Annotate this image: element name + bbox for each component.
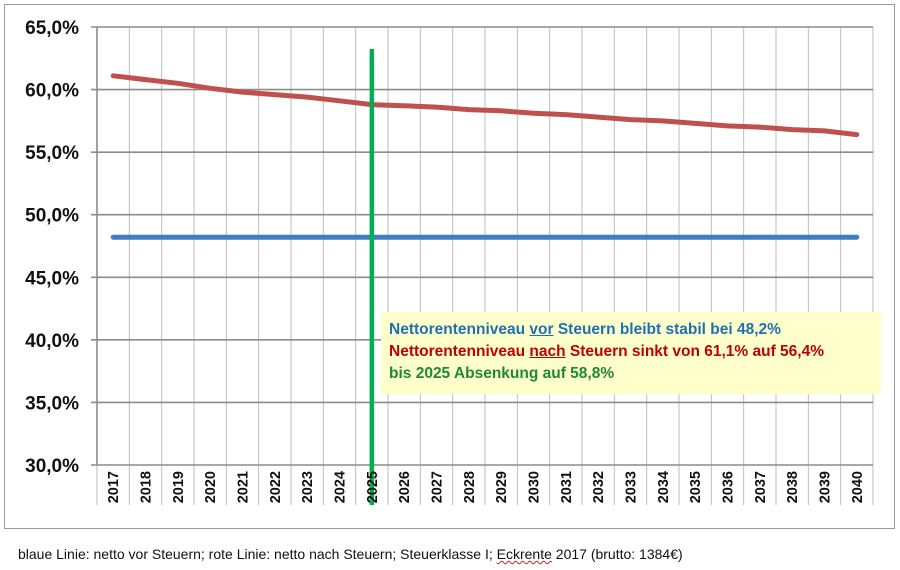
annotation-text: Steuern sinkt von 61,1% auf 56,4% bbox=[565, 343, 825, 360]
x-tick-label: 2030 bbox=[527, 471, 543, 503]
x-tick-label: 2022 bbox=[268, 471, 284, 503]
x-tick-label: 2026 bbox=[397, 471, 413, 503]
annotation-emphasis: vor bbox=[529, 321, 554, 338]
x-tick-label: 2038 bbox=[785, 471, 801, 503]
x-tick-labels: 2017 2018 2019 2020 2021 2022 2023 2024 2025 2026… bbox=[106, 471, 866, 503]
x-tick-label: 2036 bbox=[721, 471, 737, 503]
x-tick-label: 2018 bbox=[139, 471, 155, 503]
x-tick-label: 2039 bbox=[818, 471, 834, 503]
x-tick-label: 2020 bbox=[203, 471, 219, 503]
series-group bbox=[110, 73, 860, 240]
figure-caption: blaue Linie: netto vor Steuern; rote Lin… bbox=[18, 546, 683, 562]
x-tick-label: 2023 bbox=[300, 471, 316, 503]
annotation-text: bis 2025 Absenkung auf 58,8% bbox=[389, 365, 615, 382]
x-tick-label: 2035 bbox=[688, 471, 704, 503]
annotation-box: Nettorentenniveau vor Steuern bleibt sta… bbox=[381, 312, 881, 394]
y-tick-label: 35,0% bbox=[25, 393, 79, 414]
x-tick-label: 2017 bbox=[106, 471, 122, 503]
x-tick-label: 2037 bbox=[753, 471, 769, 503]
annotation-line-pre-tax: Nettorentenniveau vor Steuern bleibt sta… bbox=[389, 319, 873, 341]
x-tick-label: 2024 bbox=[333, 471, 349, 503]
caption-text: blaue Linie: netto vor Steuern; rote Lin… bbox=[18, 546, 497, 562]
line-chart: 30,0% 35,0% 40,0% 45,0% 50,0% 55,0% 60,0% 65,0%… bbox=[25, 18, 874, 505]
x-tick-label: 2034 bbox=[656, 471, 672, 503]
annotation-text: Nettorentenniveau bbox=[389, 343, 530, 360]
x-tick-label: 2027 bbox=[430, 471, 446, 503]
x-tick-label: 2019 bbox=[171, 471, 187, 503]
y-tick-label: 50,0% bbox=[25, 206, 79, 227]
annotation-line-2025: bis 2025 Absenkung auf 58,8% bbox=[389, 363, 873, 385]
x-tick-label: 2033 bbox=[624, 471, 640, 503]
x-tick-label: 2029 bbox=[494, 471, 510, 503]
x-tick-label: 2028 bbox=[462, 471, 478, 503]
x-tick-label: 2040 bbox=[850, 471, 866, 503]
x-tick-label: 2025 bbox=[365, 471, 381, 503]
caption-text: 2017 (brutto: 1384€) bbox=[551, 546, 683, 562]
y-tick-labels: 30,0% 35,0% 40,0% 45,0% 50,0% 55,0% 60,0% 65,0% bbox=[25, 18, 79, 477]
chart-frame bbox=[4, 4, 895, 529]
grid bbox=[91, 26, 874, 505]
y-tick-label: 65,0% bbox=[25, 18, 79, 39]
y-tick-label: 40,0% bbox=[25, 331, 79, 352]
y-tick-label: 45,0% bbox=[25, 268, 79, 289]
x-tick-label: 2032 bbox=[591, 471, 607, 503]
x-tick-label: 2021 bbox=[236, 471, 252, 503]
x-tick-label: 2031 bbox=[559, 471, 575, 503]
y-tick-label: 60,0% bbox=[25, 81, 79, 102]
annotation-text: Steuern bleibt stabil bei 48,2% bbox=[553, 321, 781, 338]
y-tick-label: 30,0% bbox=[25, 456, 79, 477]
series-line-red bbox=[110, 73, 860, 138]
annotation-emphasis: nach bbox=[529, 343, 566, 360]
annotation-line-post-tax: Nettorentenniveau nach Steuern sinkt von… bbox=[389, 341, 873, 363]
annotation-text: Nettorentenniveau bbox=[389, 321, 530, 338]
y-tick-label: 55,0% bbox=[25, 143, 79, 164]
caption-spellcheck-word: Eckrente bbox=[496, 546, 552, 562]
